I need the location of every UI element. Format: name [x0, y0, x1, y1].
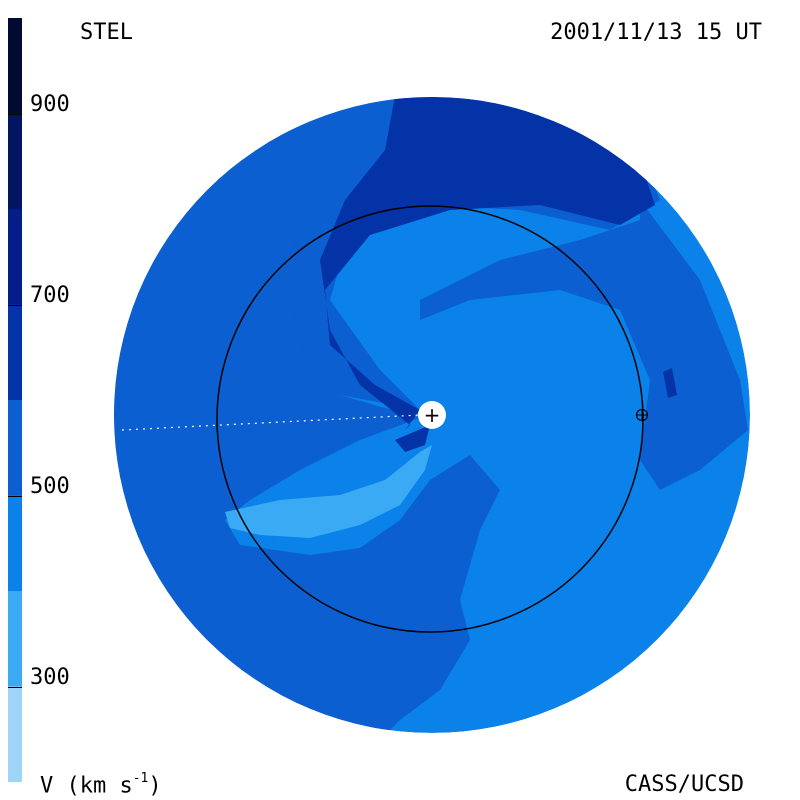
- credit-label: CASS/UCSD: [624, 772, 744, 797]
- color-tick-label: 900: [30, 92, 70, 117]
- mid-speed-region-right: [420, 200, 748, 490]
- color-tick-label: 300: [30, 665, 70, 690]
- low-speed-arm: [225, 445, 432, 538]
- observer-line: [121, 414, 421, 431]
- color-band-6: [8, 113, 22, 209]
- color-tick-label: 700: [30, 283, 70, 308]
- instrument-label: STEL: [80, 20, 133, 45]
- color-band-7: [8, 18, 22, 114]
- color-band-0: [8, 686, 22, 782]
- color-tick-label: 500: [30, 474, 70, 499]
- color-band-1: [8, 591, 22, 687]
- color-tick-mark: [8, 496, 22, 497]
- high-speed-spiral: [320, 97, 655, 440]
- earth-orbit-circle: [216, 205, 644, 633]
- color-tick-mark: [8, 114, 22, 115]
- color-scale-bar: [8, 18, 22, 782]
- unit-label: V (km s-1): [40, 771, 162, 799]
- color-band-4: [8, 304, 22, 400]
- color-band-2: [8, 495, 22, 591]
- sun-symbol: +: [424, 403, 441, 427]
- color-band-3: [8, 400, 22, 496]
- high-speed-blob: [395, 425, 430, 452]
- color-band-5: [8, 209, 22, 305]
- timestamp-label: 2001/11/13 15 UT: [550, 20, 762, 45]
- color-tick-mark: [8, 305, 22, 306]
- sun-disk: [418, 401, 446, 429]
- color-tick-mark: [8, 687, 22, 688]
- high-speed-spot: [663, 368, 677, 398]
